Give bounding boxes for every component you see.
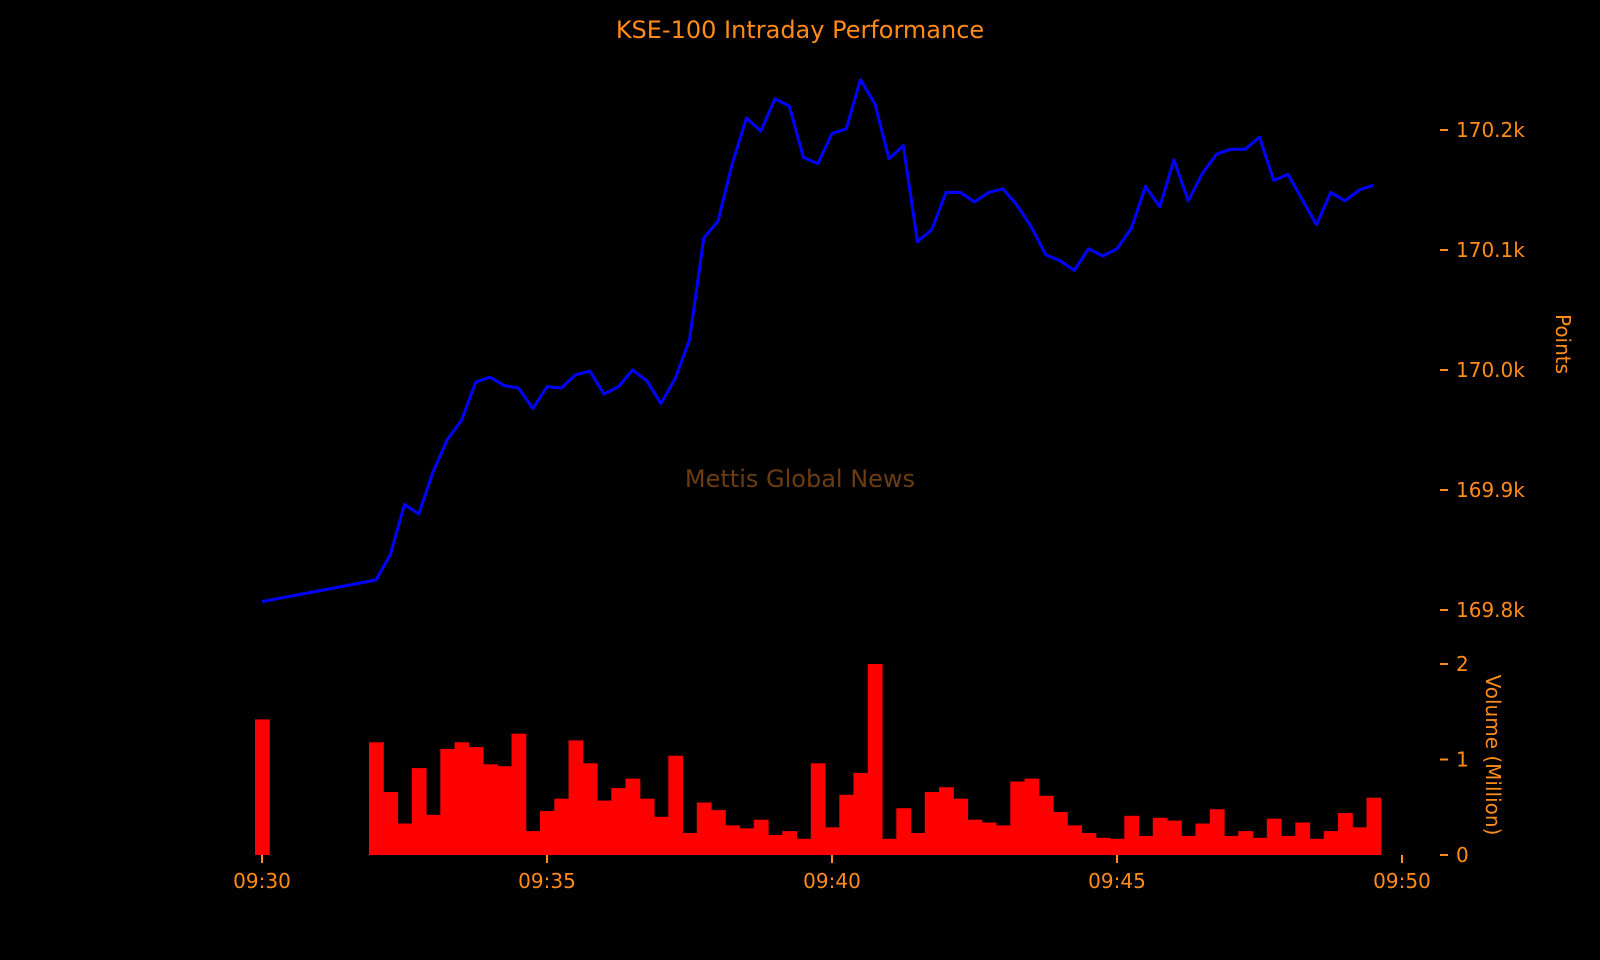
volume-bar (839, 794, 855, 855)
watermark: Mettis Global News (685, 465, 915, 493)
x-tick-label: 09:30 (233, 869, 291, 893)
volume-bar (1124, 815, 1140, 855)
volume-bar (1181, 835, 1197, 855)
volume-bar (1338, 813, 1353, 855)
x-tick-label: 09:40 (803, 869, 861, 893)
volume-y-tick-label: 1 (1456, 748, 1469, 772)
volume-bar (739, 828, 755, 855)
volume-panel: 0 1 2 09:30 09:35 09:40 09:45 09:50 Volume (Mi… (233, 652, 1505, 893)
price-y-tick-label: 169.9k (1456, 478, 1525, 502)
volume-bar (1010, 781, 1026, 855)
volume-bar (1024, 778, 1040, 855)
volume-bar (511, 733, 527, 855)
volume-bar (1295, 822, 1311, 855)
volume-bar (582, 763, 598, 855)
volume-bar (853, 772, 869, 855)
volume-y-axis-label: Volume (Million) (1481, 675, 1505, 836)
volume-bar (996, 825, 1011, 855)
volume-bar (796, 838, 812, 855)
volume-bar (1252, 837, 1268, 855)
volume-bar (1281, 835, 1296, 855)
price-series-line (261, 78, 1374, 604)
volume-bar (468, 747, 484, 855)
volume-bar (654, 816, 669, 855)
volume-bar (1067, 825, 1083, 855)
volume-bar (383, 792, 399, 855)
volume-bar (483, 764, 498, 855)
volume-bar (1095, 837, 1111, 855)
volume-bar (568, 740, 584, 855)
volume-bar (696, 802, 712, 855)
volume-y-tick-label: 2 (1456, 652, 1469, 676)
volume-bar (1053, 812, 1068, 855)
volume-bar (896, 808, 912, 855)
volume-bar (711, 810, 726, 855)
price-y-tick-label: 169.8k (1456, 598, 1525, 622)
x-tick-label: 09:45 (1088, 869, 1146, 893)
volume-bar (782, 831, 798, 855)
volume-bar (953, 798, 969, 855)
volume-bar (426, 814, 441, 855)
volume-bar (924, 792, 940, 855)
volume-bar (1152, 817, 1168, 855)
volume-bar (1081, 833, 1097, 855)
volume-bar (369, 742, 384, 855)
volume-bar (411, 768, 427, 855)
volume-bar (1309, 838, 1325, 855)
volume-bar (440, 749, 456, 855)
volume-bar (1138, 835, 1154, 855)
price-y-axis-label: Points (1551, 314, 1575, 374)
volume-bar (540, 811, 555, 855)
volume-bar (597, 800, 612, 855)
volume-bar (668, 755, 684, 855)
volume-bar (639, 798, 655, 855)
volume-bar (725, 825, 741, 855)
volume-bars (255, 664, 1382, 855)
volume-y-axis: 0 1 2 (1440, 652, 1469, 867)
price-panel: 169.8k 169.9k 170.0k 170.1k 170.2k Points (261, 78, 1575, 622)
volume-bar (625, 778, 641, 855)
volume-bar (1266, 818, 1282, 855)
volume-bar (1167, 820, 1182, 855)
volume-bar (497, 766, 513, 855)
volume-bar (682, 833, 698, 855)
volume-bar (397, 823, 413, 855)
volume-bar (1110, 838, 1125, 855)
price-y-tick-label: 170.2k (1456, 118, 1525, 142)
volume-bar (967, 819, 983, 855)
volume-bar (910, 833, 926, 855)
volume-bar (554, 798, 570, 855)
price-y-tick-label: 170.1k (1456, 238, 1525, 262)
chart-title: KSE-100 Intraday Performance (616, 16, 984, 44)
volume-bar (981, 822, 997, 855)
volume-bar (1366, 797, 1382, 855)
volume-bar (1195, 823, 1211, 855)
volume-bar (525, 831, 541, 855)
volume-bar (1038, 795, 1054, 855)
volume-bar (825, 827, 840, 855)
volume-bar (753, 819, 769, 855)
volume-bar (1352, 827, 1368, 855)
volume-bar (768, 834, 783, 855)
volume-bar (255, 719, 270, 855)
volume-bar (454, 742, 470, 855)
price-y-tick-label: 170.0k (1456, 358, 1525, 382)
volume-bar (882, 838, 897, 855)
x-tick-label: 09:35 (518, 869, 576, 893)
volume-bar (939, 787, 954, 855)
volume-bar (867, 664, 883, 855)
volume-bar (1224, 835, 1239, 855)
volume-bar (810, 763, 826, 855)
x-axis: 09:30 09:35 09:40 09:45 09:50 (233, 855, 1431, 893)
x-tick-label: 09:50 (1373, 869, 1431, 893)
volume-bar (1238, 831, 1254, 855)
volume-bar (1323, 831, 1339, 855)
price-y-axis: 169.8k 169.9k 170.0k 170.1k 170.2k (1440, 118, 1525, 622)
volume-bar (611, 788, 627, 855)
volume-bar (1209, 809, 1225, 855)
volume-y-tick-label: 0 (1456, 843, 1469, 867)
